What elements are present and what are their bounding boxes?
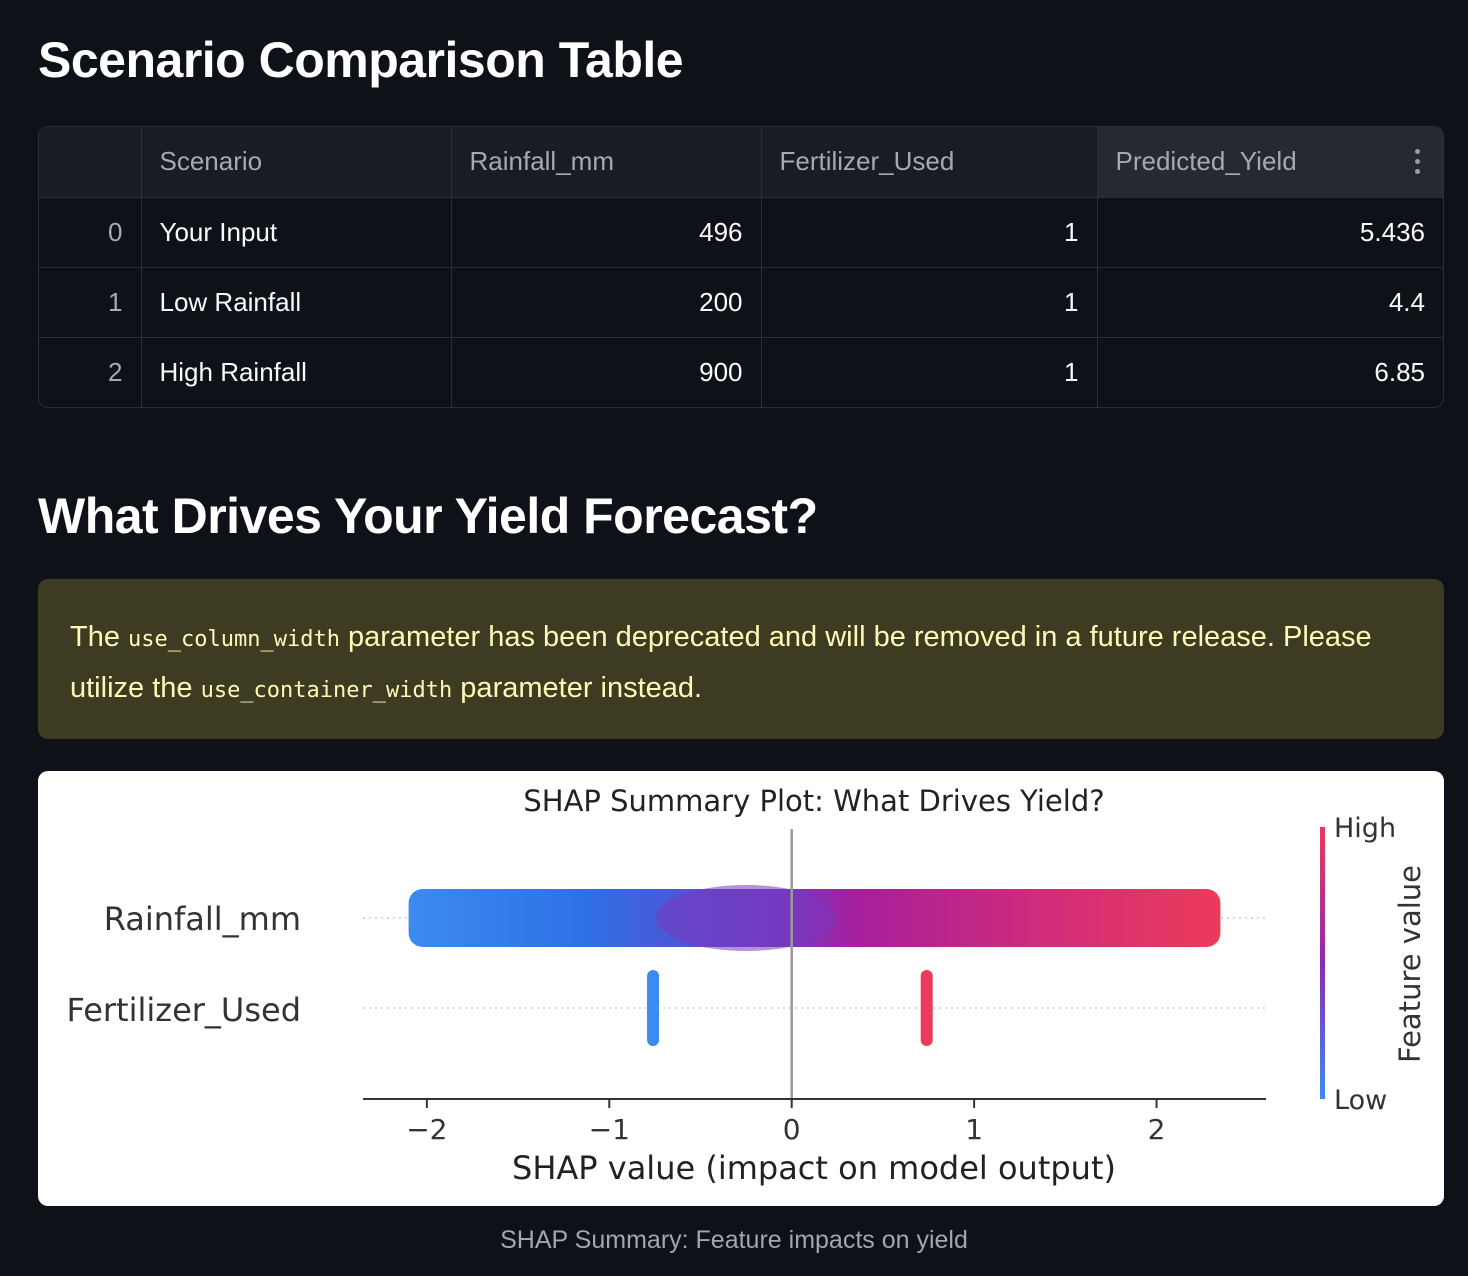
x-axis-ticks: −2 −1 0 1 2 bbox=[406, 1099, 1165, 1146]
column-header-fertilizer[interactable]: Fertilizer_Used bbox=[761, 127, 1098, 198]
cell-rainfall[interactable]: 900 bbox=[451, 337, 762, 407]
x-tick-label: 1 bbox=[965, 1113, 983, 1146]
cell-rainfall[interactable]: 496 bbox=[451, 197, 762, 268]
colorbar-high-label: High bbox=[1334, 813, 1396, 844]
cell-predicted-yield[interactable]: 4.4 bbox=[1097, 267, 1443, 338]
colorbar-low-label: Low bbox=[1334, 1085, 1387, 1116]
scenario-table[interactable]: Scenario Rainfall_mm Fertilizer_Used Pre… bbox=[38, 126, 1444, 408]
fertilizer-high-points bbox=[920, 970, 933, 1046]
colorbar-title: Feature value bbox=[1393, 865, 1427, 1063]
section-title: What Drives Your Yield Forecast? bbox=[38, 488, 818, 544]
column-header-rainfall[interactable]: Rainfall_mm bbox=[451, 127, 762, 198]
cell-scenario[interactable]: Low Rainfall bbox=[141, 267, 452, 338]
page-title: Scenario Comparison Table bbox=[38, 32, 684, 88]
column-header-index[interactable] bbox=[39, 127, 142, 198]
warning-text: The bbox=[70, 621, 129, 653]
warning-text: parameter has been deprecated and will b… bbox=[70, 621, 1372, 704]
column-header-predicted-yield[interactable]: Predicted_Yield bbox=[1097, 127, 1443, 198]
deprecation-warning: The use_column_width parameter has been … bbox=[38, 579, 1444, 739]
feature-label-rainfall: Rainfall_mm bbox=[104, 900, 301, 938]
cell-scenario[interactable]: Your Input bbox=[141, 197, 452, 268]
shap-plot-svg: SHAP Summary Plot: What Drives Yield? Ra… bbox=[67, 784, 1427, 1187]
row-index: 0 bbox=[39, 197, 142, 268]
table-header-row: Scenario Rainfall_mm Fertilizer_Used Pre… bbox=[39, 127, 1443, 198]
warning-text: parameter instead. bbox=[452, 672, 703, 704]
x-axis-label: SHAP value (impact on model output) bbox=[512, 1149, 1116, 1187]
table-row[interactable]: 2 High Rainfall 900 1 6.85 bbox=[39, 337, 1443, 407]
plot-marks bbox=[408, 885, 1221, 1046]
fertilizer-low-points bbox=[647, 970, 660, 1046]
cell-scenario[interactable]: High Rainfall bbox=[141, 337, 452, 407]
column-header-scenario[interactable]: Scenario bbox=[141, 127, 452, 198]
cell-fertilizer[interactable]: 1 bbox=[761, 337, 1098, 407]
x-tick-label: −1 bbox=[589, 1113, 630, 1146]
more-vertical-icon[interactable] bbox=[1415, 149, 1421, 175]
rainfall-shap-density bbox=[656, 885, 837, 951]
x-tick-label: 2 bbox=[1148, 1113, 1166, 1146]
chart-title: SHAP Summary Plot: What Drives Yield? bbox=[523, 784, 1104, 818]
chart-caption: SHAP Summary: Feature impacts on yield bbox=[500, 1226, 968, 1254]
row-index: 2 bbox=[39, 337, 142, 407]
column-header-label: Predicted_Yield bbox=[1115, 146, 1297, 177]
cell-rainfall[interactable]: 200 bbox=[451, 267, 762, 338]
colorbar bbox=[1320, 827, 1325, 1099]
x-tick-label: −2 bbox=[406, 1113, 447, 1146]
cell-predicted-yield[interactable]: 6.85 bbox=[1097, 337, 1443, 407]
table-row[interactable]: 0 Your Input 496 1 5.436 bbox=[39, 197, 1443, 268]
cell-fertilizer[interactable]: 1 bbox=[761, 197, 1098, 268]
x-tick-label: 0 bbox=[783, 1113, 801, 1146]
cell-fertilizer[interactable]: 1 bbox=[761, 267, 1098, 338]
warning-code: use_container_width bbox=[200, 678, 453, 703]
shap-summary-chart: SHAP Summary Plot: What Drives Yield? Ra… bbox=[38, 771, 1444, 1206]
feature-label-fertilizer: Fertilizer_Used bbox=[67, 991, 301, 1029]
cell-predicted-yield[interactable]: 5.436 bbox=[1097, 197, 1443, 268]
table-row[interactable]: 1 Low Rainfall 200 1 4.4 bbox=[39, 267, 1443, 338]
row-index: 1 bbox=[39, 267, 142, 338]
warning-code: use_column_width bbox=[128, 627, 340, 652]
